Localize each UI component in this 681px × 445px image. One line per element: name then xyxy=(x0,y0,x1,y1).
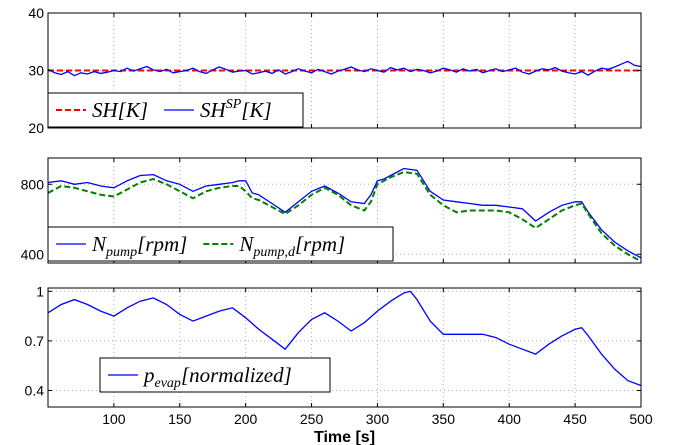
x-tick-label: 350 xyxy=(432,411,456,427)
x-tick-label: 300 xyxy=(366,411,390,427)
y-tick-label: 1 xyxy=(36,283,44,299)
legend-entry-0: Npump[rpm] xyxy=(91,232,187,260)
series-line-bottom-0 xyxy=(47,290,642,387)
y-tick-label: 800 xyxy=(21,176,45,192)
y-tick-label: 0.4 xyxy=(25,382,45,398)
x-tick-label: 250 xyxy=(300,411,324,427)
legend-box-middle xyxy=(47,226,394,262)
x-tick-label: 500 xyxy=(629,411,653,427)
legend-box-bottom xyxy=(99,357,331,393)
x-tick-label: 200 xyxy=(234,411,258,427)
x-tick-label: 100 xyxy=(102,411,126,427)
y-tick-label: 400 xyxy=(21,246,45,262)
axes-frame-middle xyxy=(47,157,642,264)
series-line-middle-0 xyxy=(47,167,642,259)
series-line-top-1 xyxy=(47,60,642,77)
x-tick-label: 450 xyxy=(563,411,587,427)
x-tick-label: 400 xyxy=(498,411,522,427)
x-axis-label: Time [s] xyxy=(314,429,375,445)
legend-entry-0: pevap[normalized] xyxy=(142,363,292,391)
axes-frame-bottom xyxy=(47,287,642,408)
legend-entry-1: Npump,d[rpm] xyxy=(238,232,345,260)
y-tick-label: 20 xyxy=(28,120,44,136)
y-tick-label: 30 xyxy=(28,63,44,79)
x-tick-label: 150 xyxy=(168,411,192,427)
series-line-middle-1 xyxy=(47,170,642,263)
legend-entry-1: SHSP[K] xyxy=(200,97,272,122)
y-tick-label: 0.7 xyxy=(25,333,45,349)
legend-entry-0: SH[K] xyxy=(92,98,148,122)
y-tick-label: 40 xyxy=(28,5,44,21)
legend-box-top xyxy=(47,92,304,128)
